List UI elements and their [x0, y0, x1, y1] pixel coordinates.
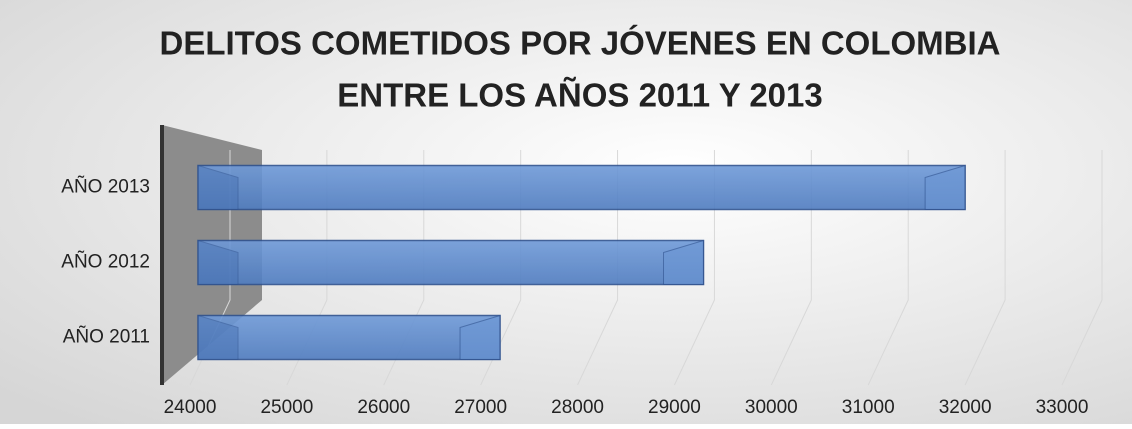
bar-front: [197, 314, 501, 361]
x-tick-label: 27000: [454, 397, 507, 418]
x-tick-label: 24000: [164, 397, 217, 418]
y-tick-label: AÑO 2012: [61, 251, 150, 273]
bar-depth: [197, 164, 239, 210]
bar: [197, 164, 966, 211]
x-tick-label: 25000: [260, 397, 313, 418]
bar-end: [459, 314, 501, 360]
x-tick-label: 29000: [648, 397, 701, 418]
x-tick-label: 31000: [842, 397, 895, 418]
bar-end: [924, 164, 966, 210]
y-tick-label: AÑO 2013: [61, 176, 150, 198]
bar: [197, 314, 501, 361]
bar-depth: [197, 239, 239, 285]
chart-title: DELITOS COMETIDOS POR JÓVENES EN COLOMBI…: [160, 25, 1001, 62]
x-tick-label: 33000: [1036, 397, 1089, 418]
x-tick-label: 30000: [745, 397, 798, 418]
grid-line: [964, 150, 1006, 386]
bar-depth: [197, 314, 239, 360]
grid-line: [1061, 150, 1103, 386]
bar-end: [663, 239, 705, 285]
x-tick-label: 28000: [551, 397, 604, 418]
chart-title: ENTRE LOS AÑOS 2011 Y 2013: [337, 77, 822, 114]
bar-front: [197, 164, 966, 211]
bar-front: [197, 239, 705, 286]
y-tick-label: AÑO 2011: [63, 326, 150, 348]
x-tick-label: 26000: [357, 397, 410, 418]
x-tick-label: 32000: [939, 397, 992, 418]
bar: [197, 239, 705, 286]
